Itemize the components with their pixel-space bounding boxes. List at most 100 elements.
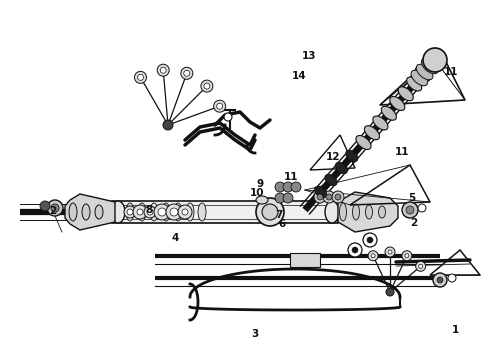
Circle shape [448, 274, 456, 282]
Circle shape [147, 209, 153, 215]
Polygon shape [338, 192, 398, 232]
Circle shape [217, 103, 222, 109]
Ellipse shape [421, 58, 438, 74]
Text: 5: 5 [408, 193, 415, 203]
Circle shape [51, 204, 59, 212]
Polygon shape [290, 253, 320, 267]
Ellipse shape [150, 203, 158, 221]
Text: 10: 10 [250, 188, 265, 198]
Circle shape [224, 113, 232, 121]
Circle shape [385, 247, 395, 257]
Circle shape [283, 182, 293, 192]
Ellipse shape [378, 206, 386, 218]
Circle shape [405, 254, 409, 258]
Text: 11: 11 [394, 147, 409, 157]
Text: 2: 2 [49, 206, 56, 216]
Circle shape [433, 273, 447, 287]
Circle shape [348, 243, 362, 257]
Circle shape [423, 48, 447, 72]
Ellipse shape [198, 203, 206, 221]
Circle shape [323, 191, 335, 203]
Polygon shape [65, 194, 115, 230]
Circle shape [178, 205, 192, 219]
Ellipse shape [335, 162, 347, 174]
Circle shape [166, 204, 182, 220]
Circle shape [133, 205, 147, 219]
Circle shape [214, 100, 226, 112]
Circle shape [402, 202, 418, 218]
Circle shape [363, 233, 377, 247]
Circle shape [418, 264, 423, 268]
Text: 11: 11 [284, 172, 299, 182]
Circle shape [204, 83, 210, 89]
Circle shape [402, 251, 412, 261]
Circle shape [437, 277, 443, 283]
Text: 9: 9 [256, 179, 263, 189]
Ellipse shape [352, 204, 360, 220]
Circle shape [182, 209, 188, 215]
Ellipse shape [95, 205, 103, 219]
Text: 13: 13 [301, 51, 316, 61]
Circle shape [154, 204, 170, 220]
Circle shape [137, 209, 143, 215]
Circle shape [291, 182, 301, 192]
Text: 7: 7 [275, 210, 283, 220]
Circle shape [138, 75, 144, 80]
Circle shape [386, 288, 394, 296]
Text: 11: 11 [443, 67, 458, 77]
Ellipse shape [82, 204, 90, 220]
Text: 12: 12 [326, 152, 341, 162]
Circle shape [40, 201, 50, 211]
Circle shape [275, 193, 285, 203]
Circle shape [134, 71, 147, 84]
Ellipse shape [416, 64, 433, 80]
Ellipse shape [356, 135, 371, 149]
Circle shape [201, 80, 213, 92]
Text: 6: 6 [278, 219, 285, 229]
Circle shape [127, 209, 133, 215]
Circle shape [170, 208, 178, 216]
Text: 4: 4 [172, 233, 179, 243]
Circle shape [283, 193, 293, 203]
Text: 2: 2 [411, 218, 417, 228]
Circle shape [163, 120, 173, 130]
Circle shape [158, 208, 166, 216]
Ellipse shape [365, 126, 379, 140]
Ellipse shape [162, 203, 170, 221]
Circle shape [314, 191, 326, 203]
Text: 1: 1 [452, 325, 459, 336]
Circle shape [352, 247, 358, 253]
Circle shape [317, 194, 323, 200]
Ellipse shape [325, 201, 339, 223]
Ellipse shape [186, 203, 194, 221]
Ellipse shape [325, 174, 337, 186]
Ellipse shape [381, 106, 396, 120]
Ellipse shape [415, 67, 430, 81]
Polygon shape [112, 201, 338, 223]
Ellipse shape [315, 186, 327, 198]
Ellipse shape [398, 87, 413, 101]
Ellipse shape [340, 203, 346, 221]
Ellipse shape [427, 52, 443, 68]
Circle shape [406, 206, 414, 214]
Ellipse shape [138, 203, 146, 221]
Ellipse shape [256, 198, 284, 226]
Ellipse shape [407, 77, 422, 91]
Circle shape [388, 250, 392, 254]
Ellipse shape [69, 203, 77, 221]
Circle shape [184, 70, 190, 76]
Circle shape [124, 206, 136, 218]
Ellipse shape [256, 196, 268, 204]
Ellipse shape [390, 96, 405, 111]
Circle shape [332, 191, 344, 203]
Circle shape [181, 67, 193, 79]
Circle shape [160, 67, 166, 73]
Ellipse shape [174, 203, 182, 221]
Circle shape [367, 237, 373, 243]
Text: 3: 3 [251, 329, 258, 339]
Circle shape [275, 182, 285, 192]
Ellipse shape [126, 203, 134, 221]
Ellipse shape [111, 201, 125, 223]
Ellipse shape [411, 70, 428, 86]
Circle shape [335, 194, 341, 200]
